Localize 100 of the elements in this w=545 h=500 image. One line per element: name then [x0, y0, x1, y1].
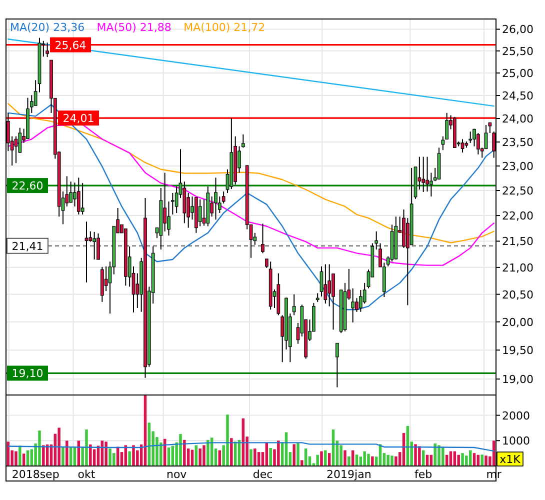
- candlestick: [96, 232, 100, 260]
- candlestick: [261, 223, 264, 254]
- bar: [371, 456, 374, 466]
- candlestick: [362, 282, 366, 304]
- bar: [58, 428, 60, 466]
- bar: [434, 443, 436, 466]
- candlestick: [76, 177, 80, 216]
- x-tick-label: nov: [166, 468, 188, 481]
- bar: [254, 448, 256, 466]
- bar: [171, 446, 174, 466]
- y-tick-label: 19,50: [502, 344, 534, 358]
- x-tick-label: okt: [78, 468, 96, 481]
- y-tick-label: 20,00: [502, 316, 534, 329]
- y-tick-label: 19,00: [502, 373, 534, 386]
- candlestick: [92, 231, 96, 260]
- candlestick: [198, 198, 202, 227]
- candlestick: [170, 192, 174, 216]
- bar: [226, 414, 229, 466]
- bar: [296, 442, 300, 466]
- bar: [42, 445, 45, 466]
- bar: [62, 446, 64, 466]
- candlestick: [484, 124, 488, 150]
- bar: [128, 451, 131, 466]
- bar: [230, 438, 233, 466]
- bar: [183, 440, 186, 466]
- ref-line-label: 25,64: [54, 38, 86, 52]
- candlestick: [241, 134, 245, 148]
- bar: [18, 446, 22, 466]
- bar: [38, 430, 41, 466]
- bar: [367, 454, 370, 466]
- bar: [457, 454, 460, 466]
- bar: [320, 451, 323, 466]
- y-tick-label: 26,00: [502, 23, 534, 36]
- line-series: [8, 442, 494, 452]
- candlestick: [46, 42, 49, 58]
- candlestick: [324, 264, 328, 304]
- x-tick-label: feb: [414, 468, 432, 481]
- bar: [390, 456, 394, 466]
- ref-line-label: 22,60: [12, 180, 44, 193]
- candlestick: [80, 182, 84, 216]
- line-series: [8, 124, 494, 266]
- bar: [194, 445, 198, 466]
- candlestick: [351, 288, 355, 323]
- bar: [461, 453, 464, 466]
- bar: [89, 444, 92, 466]
- bar: [85, 429, 88, 466]
- bar: [179, 434, 182, 466]
- bar: [344, 450, 346, 466]
- bar: [108, 448, 112, 466]
- x-tick-label: dec: [252, 468, 273, 481]
- ref-line-label: 24,01: [62, 112, 94, 126]
- ref-line-label: 19,10: [12, 367, 44, 380]
- x-tick-label: 2019jan: [326, 468, 372, 481]
- text: MA(50) 21,88: [96, 21, 172, 34]
- y-tick-label: 24,50: [502, 90, 534, 103]
- y-tick-label: 21,50: [502, 235, 534, 248]
- candlestick: [422, 156, 426, 192]
- bar: [202, 445, 206, 466]
- candlestick: [460, 138, 464, 153]
- candlestick: [476, 132, 480, 155]
- bar: [484, 456, 488, 466]
- bar: [438, 445, 440, 466]
- candlestick: [292, 294, 296, 316]
- bar: [14, 451, 18, 466]
- candlestick: [214, 177, 218, 220]
- bar: [418, 446, 421, 466]
- bar: [198, 448, 202, 466]
- candlestick: [320, 266, 324, 297]
- y-tick-label: 23,50: [502, 136, 534, 149]
- bar: [348, 456, 350, 466]
- bar: [206, 440, 210, 466]
- line-series: [8, 103, 494, 244]
- y-tick-label: 25,00: [502, 66, 534, 80]
- candlestick: [218, 196, 222, 214]
- text: MA(100) 21,72: [184, 21, 266, 34]
- candlestick: [328, 264, 332, 307]
- y-tick-label: 1000: [502, 434, 530, 448]
- ref-line-label: 21,41: [12, 240, 44, 253]
- y-tick-label: 24,00: [502, 112, 534, 126]
- y-tick-label: 20,50: [502, 288, 534, 302]
- bar: [480, 454, 484, 466]
- bar: [250, 449, 252, 466]
- bar: [386, 454, 390, 466]
- bar: [66, 440, 68, 466]
- bar: [269, 448, 272, 466]
- bar: [363, 451, 366, 466]
- bar: [300, 460, 304, 466]
- candlestick: [163, 172, 166, 232]
- y-tick-label: 21,00: [502, 261, 534, 274]
- bar: [394, 456, 398, 466]
- bar: [324, 450, 327, 466]
- x-tick-label: 2018sep: [12, 468, 60, 481]
- bar: [316, 454, 319, 466]
- candlestick: [336, 342, 339, 388]
- bar: [104, 442, 108, 466]
- bar: [277, 440, 280, 466]
- line-series: [8, 104, 494, 310]
- y-tick-label: 25,50: [502, 44, 534, 58]
- y-axis-title: x1K: [500, 453, 522, 466]
- bar: [414, 444, 417, 466]
